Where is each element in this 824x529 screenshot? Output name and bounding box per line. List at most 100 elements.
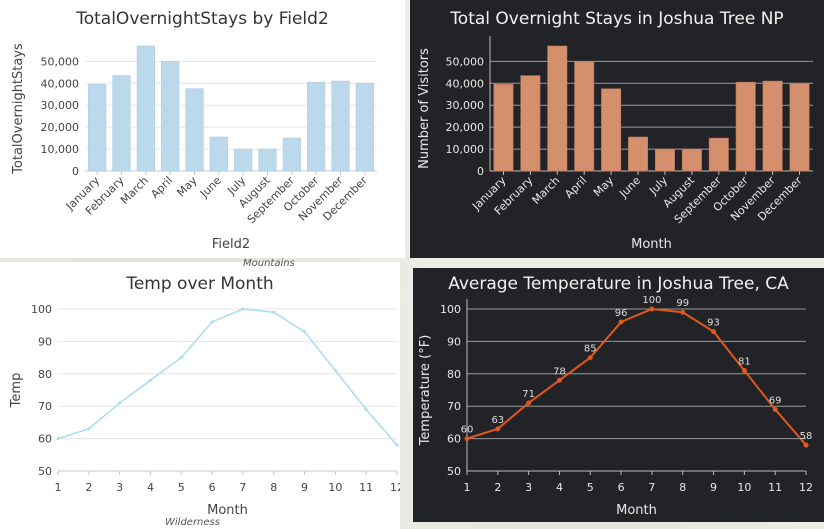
x-tick-label: March	[118, 174, 151, 207]
x-tick-label: 3	[116, 481, 123, 494]
x-tick-label: 1	[464, 481, 471, 494]
data-label: 100	[642, 295, 661, 306]
y-axis-label: Number of Visitors	[417, 48, 432, 169]
x-tick-label: 7	[239, 481, 246, 494]
x-tick-label: 1	[55, 481, 62, 494]
bar-january	[493, 84, 514, 172]
bar-july	[654, 148, 675, 172]
data-label: 63	[491, 415, 504, 426]
x-tick-label: April	[148, 174, 175, 201]
data-point	[210, 320, 214, 324]
x-tick-label: March	[529, 174, 562, 207]
x-tick-label: 6	[618, 481, 625, 494]
data-point	[118, 401, 122, 405]
data-point	[464, 436, 470, 442]
data-label: 85	[584, 344, 597, 355]
bar-june	[628, 136, 649, 172]
x-tick-label: 8	[270, 481, 277, 494]
y-tick-label: 30,000	[446, 99, 485, 112]
y-tick-label: 90	[38, 335, 52, 348]
x-tick-label: 5	[178, 481, 185, 494]
x-tick-label: 9	[301, 481, 308, 494]
x-tick-label: 3	[525, 481, 532, 494]
chart-svg: Total Overnight Stays in Joshua Tree NP M…	[417, 9, 813, 252]
data-point	[333, 369, 337, 373]
data-point	[148, 378, 152, 382]
data-point	[587, 355, 593, 361]
data-label: 58	[800, 431, 813, 442]
data-point	[741, 368, 747, 374]
data-label: 78	[553, 366, 566, 377]
y-tick-label: 90	[447, 335, 461, 348]
y-tick-label: 60	[447, 433, 461, 446]
bar-january	[88, 84, 107, 172]
map-label: Wilderness	[165, 517, 220, 528]
x-tick-label: June	[616, 174, 643, 201]
y-tick-label: 30,000	[41, 99, 80, 112]
data-point	[526, 400, 532, 406]
chart-title: TotalOvernightStays by Field2	[75, 9, 329, 29]
chart-title: Average Temperature in Joshua Tree, CA	[448, 274, 789, 294]
data-point	[303, 330, 307, 334]
series-line	[57, 308, 398, 446]
bar-july	[234, 148, 253, 172]
data-point	[56, 437, 60, 441]
bar-april	[574, 61, 595, 172]
bar-august	[681, 148, 702, 172]
y-tick-label: 50,000	[446, 55, 485, 68]
data-point	[649, 306, 655, 312]
bar-february	[520, 75, 541, 172]
data-label: 99	[676, 298, 689, 309]
data-point	[179, 356, 183, 360]
y-axis-label: TotalOvernightStays	[11, 43, 26, 175]
data-label: 93	[707, 318, 720, 329]
y-tick-label: 80	[447, 368, 461, 381]
x-tick-label: 12	[390, 481, 400, 494]
bar-september	[282, 137, 301, 172]
y-tick-label: 0	[477, 165, 484, 178]
x-tick-label: 5	[587, 481, 594, 494]
bar-september	[708, 137, 729, 172]
x-tick-label: April	[562, 174, 589, 201]
data-point	[772, 406, 778, 412]
x-tick-label: 4	[147, 481, 154, 494]
x-axis-label: Month	[207, 503, 248, 518]
bar-may	[185, 88, 204, 172]
chart-svg: TotalOvernightStays by Field2 Field2 Total…	[11, 9, 377, 252]
x-tick-label: 11	[768, 481, 782, 494]
x-axis-label: Month	[616, 503, 657, 518]
data-point	[803, 442, 809, 448]
data-label: 60	[461, 425, 474, 436]
y-tick-label: 80	[38, 368, 52, 381]
data-point	[87, 427, 91, 431]
x-tick-label: 4	[556, 481, 563, 494]
y-tick-label: 20,000	[446, 121, 485, 134]
series-line	[466, 307, 807, 446]
x-axis-label: Month	[631, 237, 672, 252]
x-tick-label: 2	[85, 481, 92, 494]
data-point	[711, 329, 717, 335]
chart-svg: Average Temperature in Joshua Tree, CA Mo…	[418, 274, 813, 518]
bar-may	[601, 88, 622, 172]
chart-title: Total Overnight Stays in Joshua Tree NP	[449, 9, 783, 29]
y-tick-label: 50	[38, 465, 52, 478]
x-tick-label: May	[174, 174, 200, 200]
data-label: 81	[738, 357, 751, 368]
y-tick-label: 0	[72, 165, 79, 178]
y-tick-label: 50	[447, 465, 461, 478]
chart-title: Temp over Month	[125, 274, 273, 294]
y-tick-label: 60	[38, 433, 52, 446]
data-point	[272, 310, 276, 314]
bar-december	[789, 82, 810, 172]
y-axis-label: Temperature (°F)	[418, 335, 433, 447]
x-tick-label: 10	[737, 481, 751, 494]
data-label: 96	[615, 308, 628, 319]
x-tick-label: 11	[359, 481, 373, 494]
chart-panel-temp-dark: Average Temperature in Joshua Tree, CA Mo…	[413, 268, 824, 522]
bar-august	[258, 148, 277, 172]
bar-march	[136, 45, 155, 172]
x-tick-label: 7	[648, 481, 655, 494]
x-tick-label: 2	[494, 481, 501, 494]
data-label: 69	[769, 395, 782, 406]
y-axis-label: Temp	[9, 373, 24, 409]
